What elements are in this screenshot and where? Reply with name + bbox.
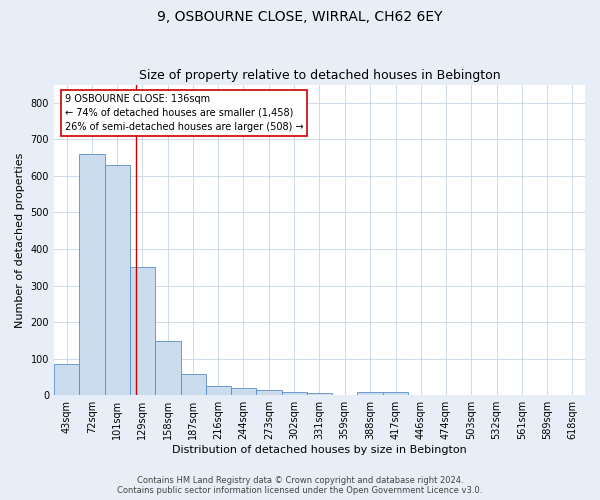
Bar <box>281 392 307 395</box>
Text: Contains HM Land Registry data © Crown copyright and database right 2024.
Contai: Contains HM Land Registry data © Crown c… <box>118 476 482 495</box>
Bar <box>130 268 155 395</box>
Bar <box>105 165 130 395</box>
Bar <box>307 392 332 395</box>
Bar <box>79 154 105 395</box>
Bar <box>256 390 281 395</box>
Y-axis label: Number of detached properties: Number of detached properties <box>15 152 25 328</box>
Text: 9 OSBOURNE CLOSE: 136sqm
← 74% of detached houses are smaller (1,458)
26% of sem: 9 OSBOURNE CLOSE: 136sqm ← 74% of detach… <box>65 94 303 132</box>
Bar <box>54 364 79 395</box>
Text: 9, OSBOURNE CLOSE, WIRRAL, CH62 6EY: 9, OSBOURNE CLOSE, WIRRAL, CH62 6EY <box>157 10 443 24</box>
Bar <box>357 392 383 395</box>
Title: Size of property relative to detached houses in Bebington: Size of property relative to detached ho… <box>139 69 500 82</box>
Bar <box>181 374 206 395</box>
Bar <box>206 386 230 395</box>
Bar <box>383 392 408 395</box>
Bar <box>230 388 256 395</box>
X-axis label: Distribution of detached houses by size in Bebington: Distribution of detached houses by size … <box>172 445 467 455</box>
Bar <box>155 341 181 395</box>
